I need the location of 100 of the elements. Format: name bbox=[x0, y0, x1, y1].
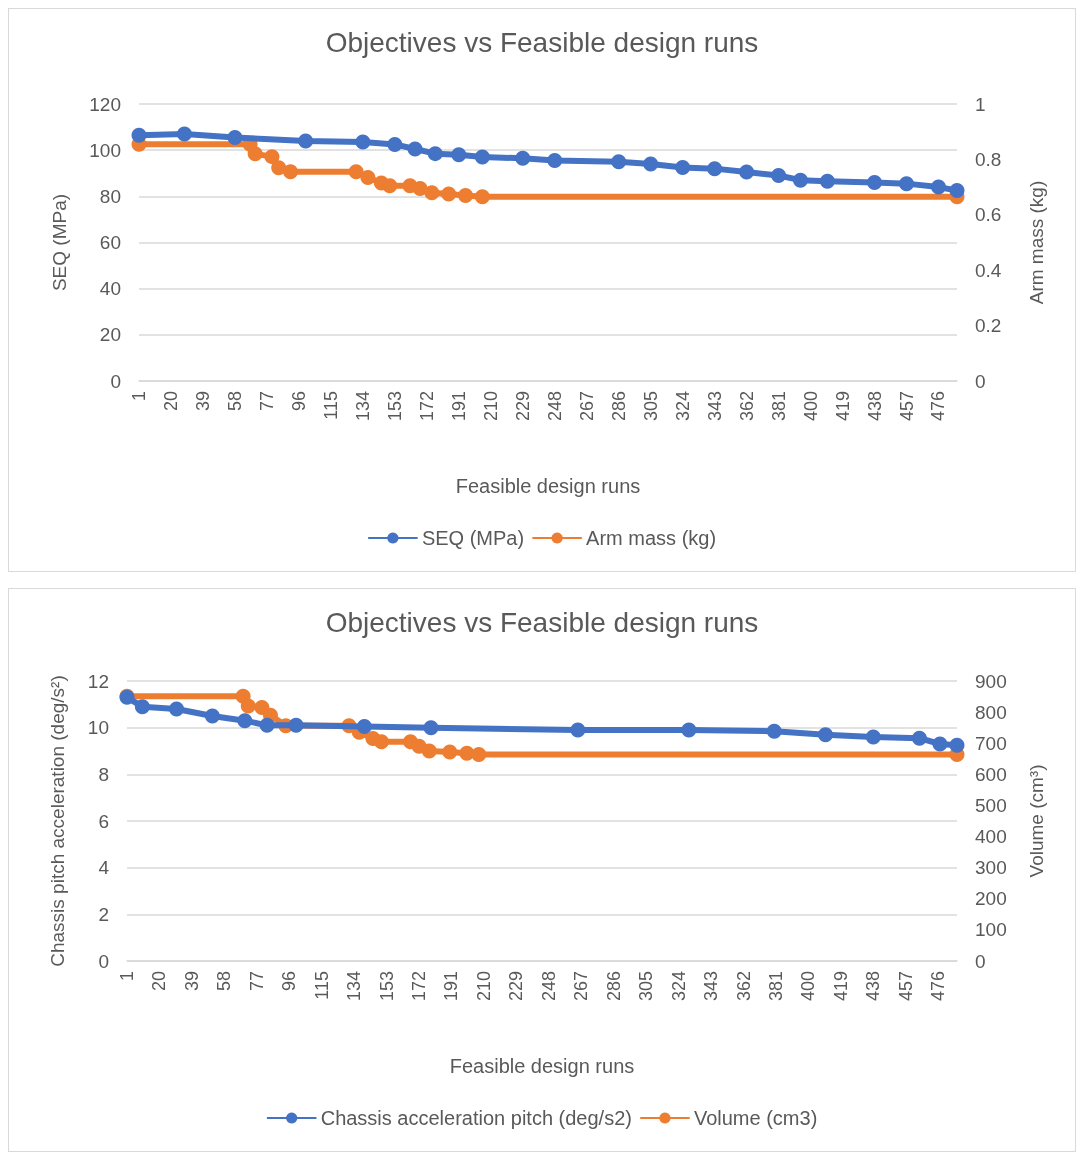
x-tick-label: 191 bbox=[448, 391, 469, 422]
y2-axis-title: Volume (cm³) bbox=[1026, 764, 1047, 878]
x-tick-label: 419 bbox=[830, 971, 851, 1002]
point bbox=[382, 178, 398, 194]
point bbox=[867, 174, 883, 190]
x-tick-label: 191 bbox=[441, 971, 462, 1002]
point bbox=[515, 150, 531, 166]
x-tick-label: 267 bbox=[576, 391, 597, 422]
point bbox=[240, 698, 256, 714]
point bbox=[771, 168, 787, 184]
point bbox=[237, 713, 253, 729]
point bbox=[739, 164, 755, 180]
x-tick-label: 58 bbox=[214, 971, 235, 992]
point bbox=[474, 149, 490, 165]
point bbox=[570, 722, 586, 738]
y-axis-title: SEQ (MPa) bbox=[49, 193, 70, 292]
y2-tick-label: 0.6 bbox=[975, 204, 1002, 226]
y-tick-label: 4 bbox=[98, 857, 110, 879]
point bbox=[271, 160, 287, 176]
y-tick-label: 120 bbox=[89, 93, 121, 115]
x-tick-label: 400 bbox=[798, 971, 819, 1002]
x-tick-label: 438 bbox=[863, 971, 884, 1002]
chart-title: Objectives vs Feasible design runs bbox=[325, 606, 759, 638]
point bbox=[681, 722, 697, 738]
x-tick-label: 96 bbox=[288, 391, 309, 412]
x-tick-label: 343 bbox=[704, 391, 725, 422]
y2-tick-label: 800 bbox=[975, 701, 1007, 723]
x-tick-label: 172 bbox=[416, 391, 437, 422]
x-tick-label: 172 bbox=[409, 971, 430, 1002]
point bbox=[643, 156, 659, 172]
y2-tick-label: 700 bbox=[975, 732, 1007, 754]
y-tick-label: 20 bbox=[99, 324, 121, 346]
x-tick-label: 134 bbox=[344, 971, 365, 1002]
point bbox=[288, 717, 304, 733]
y2-tick-label: 0.2 bbox=[975, 315, 1002, 337]
legend-label: SEQ (MPa) bbox=[421, 527, 525, 549]
point bbox=[424, 185, 440, 201]
y-tick-label: 2 bbox=[98, 903, 109, 925]
y2-tick-label: 200 bbox=[975, 888, 1007, 910]
x-tick-label: 343 bbox=[701, 971, 722, 1002]
point bbox=[458, 187, 474, 203]
x-tick-label: 210 bbox=[473, 971, 494, 1002]
x-tick-label: 476 bbox=[928, 391, 949, 422]
y-tick-label: 100 bbox=[89, 139, 121, 161]
point bbox=[932, 736, 948, 752]
legend-label: Volume (cm3) bbox=[693, 1107, 818, 1129]
y-tick-label: 0 bbox=[98, 950, 109, 972]
point bbox=[227, 129, 243, 145]
y2-tick-label: 0 bbox=[975, 950, 986, 972]
point bbox=[471, 746, 487, 762]
point bbox=[865, 729, 881, 745]
y2-tick-label: 300 bbox=[975, 857, 1007, 879]
point bbox=[421, 743, 437, 759]
x-tick-label: 1 bbox=[129, 391, 149, 402]
y-tick-label: 60 bbox=[99, 232, 121, 253]
point bbox=[707, 161, 723, 177]
point bbox=[899, 176, 915, 192]
point bbox=[407, 141, 423, 157]
legend-label: Arm mass (kg) bbox=[586, 527, 717, 549]
y2-axis-title: Arm mass (kg) bbox=[1026, 180, 1047, 305]
point bbox=[356, 719, 372, 734]
y2-tick-label: 1 bbox=[975, 93, 986, 115]
chart-title: Objectives vs Feasible design runs bbox=[325, 26, 759, 58]
x-axis-title: Feasible design runs bbox=[449, 1055, 635, 1077]
x-tick-label: 134 bbox=[352, 391, 373, 422]
x-axis-title: Feasible design runs bbox=[455, 475, 641, 497]
point bbox=[412, 180, 428, 196]
x-tick-label: 229 bbox=[512, 391, 533, 422]
point bbox=[949, 737, 965, 753]
x-tick-label: 381 bbox=[768, 391, 789, 422]
y-tick-label: 8 bbox=[98, 763, 109, 785]
x-tick-label: 324 bbox=[668, 971, 689, 1002]
y-tick-label: 80 bbox=[99, 185, 121, 207]
point bbox=[204, 708, 220, 724]
point bbox=[442, 744, 458, 760]
point bbox=[441, 186, 457, 202]
point bbox=[348, 164, 364, 180]
point bbox=[611, 154, 627, 170]
y2-tick-label: 0.8 bbox=[975, 148, 1002, 170]
x-tick-label: 96 bbox=[279, 971, 300, 992]
x-tick-label: 286 bbox=[603, 971, 624, 1002]
x-tick-label: 286 bbox=[608, 391, 629, 422]
x-tick-label: 381 bbox=[765, 971, 786, 1002]
y-axis-title: Chassis pitch acceleration (deg/s²) bbox=[47, 675, 68, 967]
x-tick-label: 153 bbox=[384, 391, 405, 422]
point bbox=[283, 164, 298, 180]
y2-tick-label: 500 bbox=[975, 794, 1007, 816]
x-tick-label: 115 bbox=[320, 391, 341, 420]
point bbox=[911, 730, 927, 746]
x-tick-label: 39 bbox=[192, 391, 213, 412]
y2-tick-label: 400 bbox=[975, 826, 1007, 848]
point bbox=[259, 717, 275, 733]
y2-tick-label: 900 bbox=[975, 670, 1007, 692]
point bbox=[298, 133, 314, 149]
point bbox=[675, 159, 691, 175]
point bbox=[373, 734, 389, 750]
x-tick-label: 20 bbox=[160, 391, 181, 412]
y-tick-label: 12 bbox=[87, 670, 109, 692]
x-tick-label: 457 bbox=[895, 971, 916, 1002]
y-tick-label: 10 bbox=[87, 717, 109, 739]
